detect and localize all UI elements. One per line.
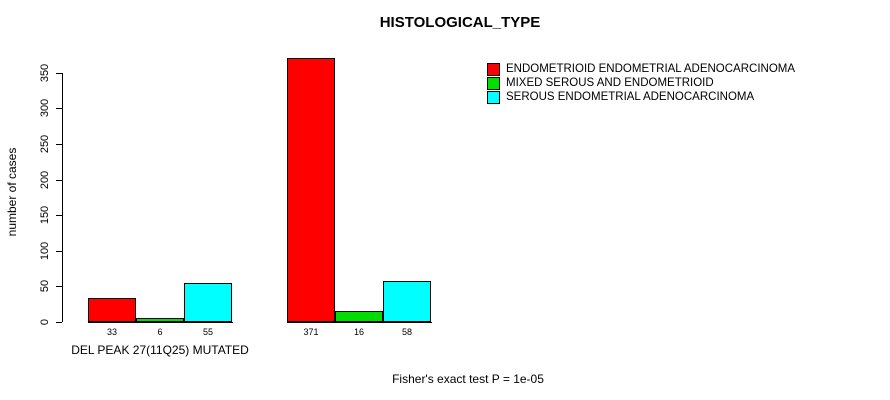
x-category-label: DEL PEAK 27(11Q25) MUTATED	[71, 343, 249, 357]
y-tick-label: 150	[39, 205, 51, 225]
y-tick-label: 300	[39, 99, 51, 118]
y-axis-tick	[56, 250, 62, 252]
y-axis-tick	[56, 322, 62, 323]
legend-item: SEROUS ENDOMETRIAL ADENOCARCINOMA	[487, 90, 795, 104]
y-tick-label: 0	[39, 318, 51, 326]
bar	[136, 318, 184, 322]
y-axis-tick	[56, 143, 62, 145]
bar	[287, 58, 335, 322]
y-axis-line	[62, 72, 63, 322]
chart-title: HISTOLOGICAL_TYPE	[379, 14, 541, 31]
y-axis-tick	[56, 108, 62, 110]
x-baseline	[88, 322, 233, 323]
bar-value-label: 6	[157, 327, 163, 337]
y-tick-label: 200	[39, 170, 51, 189]
bar-value-label: 33	[106, 327, 118, 337]
legend-swatch	[487, 90, 500, 104]
y-tick-label: 250	[39, 134, 51, 154]
bar	[88, 298, 136, 322]
legend-item: ENDOMETRIOID ENDOMETRIAL ADENOCARCINOMA	[487, 62, 795, 76]
bar-value-label: 58	[401, 327, 413, 337]
legend-label: ENDOMETRIOID ENDOMETRIAL ADENOCARCINOMA	[506, 63, 796, 75]
legend-swatch	[487, 62, 500, 76]
bar-value-label: 371	[303, 327, 319, 337]
legend-swatch	[487, 76, 500, 90]
y-tick-label: 350	[39, 63, 51, 82]
y-tick-label: 50	[39, 280, 51, 293]
legend: ENDOMETRIOID ENDOMETRIAL ADENOCARCINOMA M…	[487, 62, 795, 104]
y-axis-tick	[56, 179, 62, 181]
bar-value-label: 55	[202, 327, 214, 337]
legend-label: SEROUS ENDOMETRIAL ADENOCARCINOMA	[506, 91, 755, 103]
bar	[383, 281, 431, 322]
x-baseline	[287, 322, 432, 323]
y-axis-tick	[56, 72, 62, 74]
bar-value-label: 16	[353, 327, 365, 337]
stat-annotation: Fisher's exact test P = 1e-05	[392, 372, 544, 386]
bar	[184, 283, 232, 322]
y-axis-tick	[56, 215, 62, 217]
legend-item: MIXED SEROUS AND ENDOMETRIOID	[487, 76, 795, 90]
y-axis-tick	[56, 286, 62, 288]
legend-label: MIXED SEROUS AND ENDOMETRIOID	[506, 77, 714, 89]
y-tick-label: 100	[39, 241, 51, 260]
bar	[335, 311, 383, 322]
